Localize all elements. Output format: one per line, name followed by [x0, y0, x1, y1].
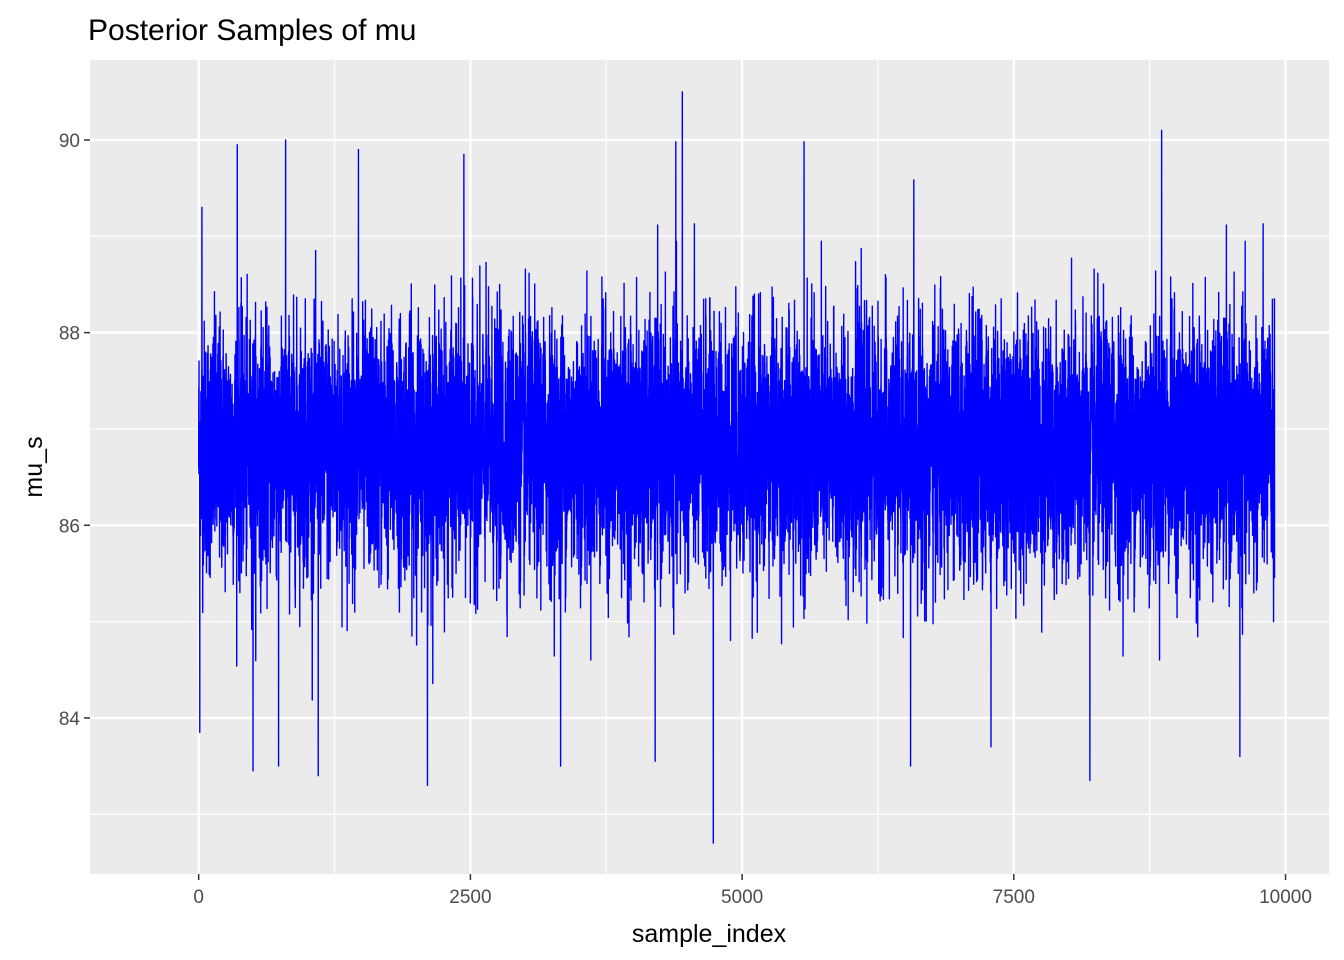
- x-tick-label: 0: [193, 887, 204, 908]
- y-tick-label: 88: [59, 324, 80, 345]
- trace-line: [197, 91, 1276, 844]
- x-axis: 0 2500 5000 7500 10000: [193, 874, 1312, 908]
- y-tick-label: 86: [59, 516, 80, 537]
- y-tick-label: 84: [59, 709, 81, 730]
- x-axis-label: sample_index: [632, 920, 787, 948]
- y-tick-label: 90: [59, 131, 80, 152]
- x-tick-label: 10000: [1259, 887, 1312, 908]
- series-mu-samples: [197, 91, 1276, 844]
- chart-title: Posterior Samples of mu: [88, 14, 416, 47]
- y-axis-label: mu_s: [20, 436, 48, 497]
- x-tick-label: 2500: [449, 887, 491, 908]
- x-tick-label: 5000: [721, 887, 763, 908]
- x-tick-label: 7500: [993, 887, 1035, 908]
- y-axis: 84 86 88 90: [59, 131, 90, 730]
